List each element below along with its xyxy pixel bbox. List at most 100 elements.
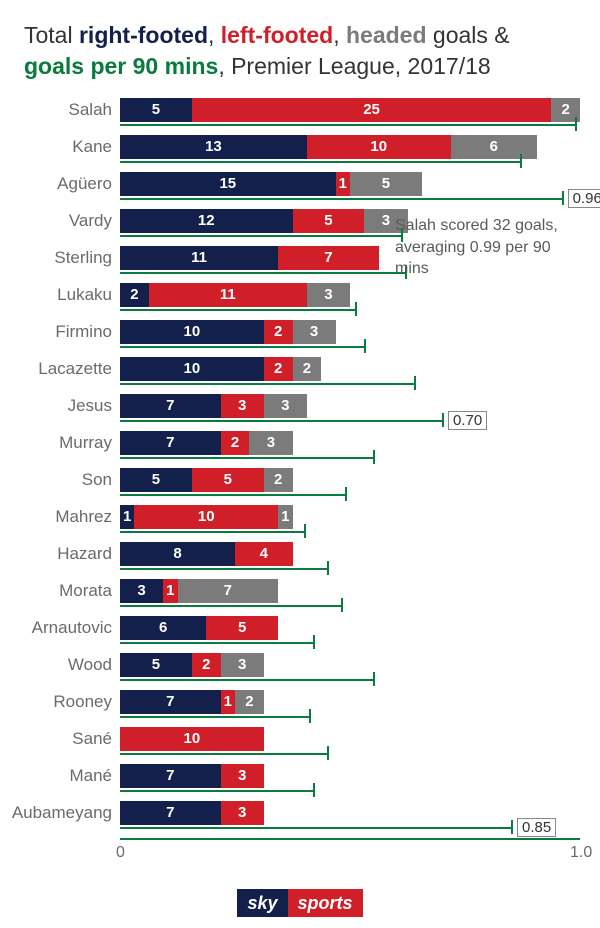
- per90-marker: [562, 191, 564, 205]
- bar-seg-lf: 5: [192, 468, 264, 492]
- bar-seg-rf: 8: [120, 542, 235, 566]
- per90-line: [120, 494, 345, 496]
- bar-seg-hd: 7: [178, 579, 279, 603]
- bar-seg-lf: 3: [221, 764, 264, 788]
- bar-seg-lf: 4: [235, 542, 293, 566]
- bar-seg-rf: 7: [120, 431, 221, 455]
- bar-seg-rf: 1: [120, 505, 134, 529]
- logo-sports: sports: [288, 889, 363, 917]
- bar-seg-lf: 2: [264, 320, 293, 344]
- per90-line: [120, 605, 341, 607]
- title-pre: Total: [24, 22, 79, 48]
- bar-seg-lf: 2: [264, 357, 293, 381]
- player-name: Lukaku: [0, 285, 112, 305]
- per90-marker: [511, 820, 513, 834]
- per90-marker: [575, 117, 577, 131]
- per90-line: [120, 568, 327, 570]
- bar-stack: 84: [120, 542, 293, 566]
- bar-seg-lf: 5: [293, 209, 365, 233]
- per90-line: [120, 790, 313, 792]
- bar-seg-lf: 10: [134, 505, 278, 529]
- axis-tick-0: 0: [116, 844, 125, 862]
- bar-seg-rf: 10: [120, 320, 264, 344]
- bar-seg-hd: 1: [278, 505, 292, 529]
- per90-marker: [327, 746, 329, 760]
- bar-seg-lf: 7: [278, 246, 379, 270]
- bar-stack: 317: [120, 579, 278, 603]
- bar-seg-lf: 2: [192, 653, 221, 677]
- bar-stack: 65: [120, 616, 278, 640]
- per90-marker: [313, 783, 315, 797]
- bar-stack: 13106: [120, 135, 537, 159]
- bar-seg-rf: 12: [120, 209, 293, 233]
- per90-line: [120, 235, 401, 237]
- title-gp90: goals per 90 mins: [24, 53, 218, 79]
- bar-seg-lf: 1: [163, 579, 177, 603]
- axis-tick-1: 1.0: [570, 844, 592, 862]
- bar-seg-hd: 2: [235, 690, 264, 714]
- player-name: Hazard: [0, 544, 112, 564]
- bar-seg-rf: 15: [120, 172, 336, 196]
- bar-seg-hd: 3: [293, 320, 336, 344]
- bar-stack: 1023: [120, 320, 336, 344]
- callout-annotation: Salah scored 32 goals, averaging 0.99 pe…: [395, 215, 565, 280]
- per90-marker: [313, 635, 315, 649]
- per90-label: 0.85: [517, 818, 556, 837]
- bar-seg-hd: 3: [221, 653, 264, 677]
- player-row: Hazard84: [120, 542, 580, 579]
- per90-marker: [341, 598, 343, 612]
- bar-stack: 552: [120, 468, 293, 492]
- chart-area: Salah5252Kane13106Agüero15150.96Vardy125…: [120, 92, 580, 838]
- bar-seg-rf: 7: [120, 690, 221, 714]
- player-row: Murray723: [120, 431, 580, 468]
- player-row: Sané10: [120, 727, 580, 764]
- bar-stack: 73: [120, 764, 264, 788]
- player-name: Murray: [0, 433, 112, 453]
- player-name: Morata: [0, 581, 112, 601]
- player-name: Mahrez: [0, 507, 112, 527]
- per90-marker: [373, 672, 375, 686]
- per90-label: 0.96: [568, 189, 600, 208]
- per90-line: [120, 531, 304, 533]
- bar-seg-hd: 5: [350, 172, 422, 196]
- bar-seg-lf: 1: [221, 690, 235, 714]
- bar-stack: 733: [120, 394, 307, 418]
- bar-seg-rf: 10: [120, 357, 264, 381]
- per90-line: [120, 679, 373, 681]
- per90-line: [120, 198, 562, 200]
- player-row: Mahrez1101: [120, 505, 580, 542]
- per90-line: [120, 124, 575, 126]
- player-row: Salah5252: [120, 98, 580, 135]
- bar-stack: 1515: [120, 172, 422, 196]
- bar-stack: 712: [120, 690, 264, 714]
- player-name: Arnautovic: [0, 618, 112, 638]
- per90-line: [120, 642, 313, 644]
- player-name: Firmino: [0, 322, 112, 342]
- bar-seg-hd: 3: [249, 431, 292, 455]
- player-row: Arnautovic65: [120, 616, 580, 653]
- bar-seg-rf: 5: [120, 98, 192, 122]
- bar-seg-rf: 5: [120, 468, 192, 492]
- per90-line: [120, 716, 309, 718]
- bar-stack: 2113: [120, 283, 350, 307]
- bar-seg-rf: 13: [120, 135, 307, 159]
- logo-sky: sky: [237, 889, 287, 917]
- player-name: Lacazette: [0, 359, 112, 379]
- bar-stack: 1253: [120, 209, 408, 233]
- bar-stack: 523: [120, 653, 264, 677]
- chart-title: Total right-footed, left-footed, headed …: [0, 0, 600, 92]
- player-name: Kane: [0, 137, 112, 157]
- title-headed: headed: [346, 22, 427, 48]
- footer: skysports: [0, 893, 600, 914]
- per90-line: [120, 309, 355, 311]
- player-row: Wood523: [120, 653, 580, 690]
- per90-line: [120, 346, 364, 348]
- bar-stack: 117: [120, 246, 379, 270]
- per90-marker: [414, 376, 416, 390]
- player-row: Morata317: [120, 579, 580, 616]
- player-row: Aubameyang730.85: [120, 801, 580, 838]
- player-row: Agüero15150.96: [120, 172, 580, 209]
- per90-marker: [304, 524, 306, 538]
- player-name: Son: [0, 470, 112, 490]
- bar-seg-lf: 5: [206, 616, 278, 640]
